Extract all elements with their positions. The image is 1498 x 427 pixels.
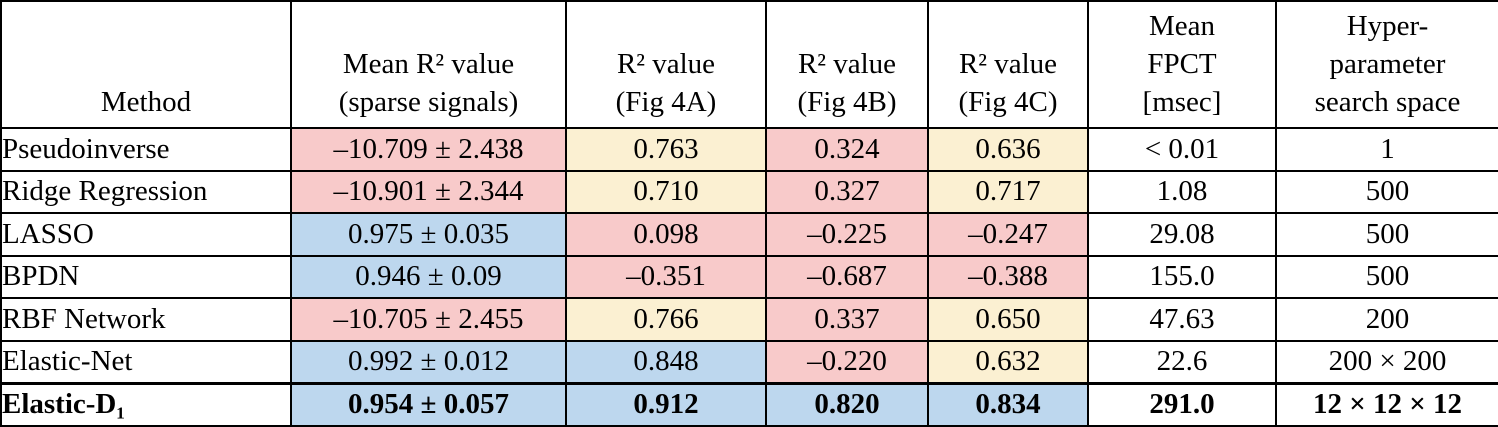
value-cell: 1.08 [1087,169,1277,215]
value-cell: –0.687 [765,254,929,300]
value-cell: 155.0 [1087,254,1277,300]
value-cell: –0.225 [765,212,929,257]
value-cell: –0.247 [927,212,1089,257]
value-cell: 0.710 [565,169,767,215]
value-cell: –0.220 [765,339,929,385]
value-cell: 200 × 200 [1275,339,1498,385]
table-row: Ridge Regression –10.901 ± 2.344 0.710 0.32… [0,169,1498,215]
value-cell: 0.954 ± 0.057 [290,381,567,427]
header-r2-fig4c: R² value (Fig 4C) [927,0,1089,129]
table-header: Method Mean R² value (sparse signals) R²… [0,0,1498,129]
table-row: Elastic-Net 0.992 ± 0.012 0.848 –0.220 0.632… [0,339,1498,385]
header-mean-fpct: Mean FPCT [msec] [1087,0,1277,129]
value-cell: 12 × 12 × 12 [1275,381,1498,427]
value-cell: 1 [1275,127,1498,172]
value-cell: 0.975 ± 0.035 [290,212,567,257]
header-row: Method Mean R² value (sparse signals) R²… [0,0,1498,129]
value-cell: 0.848 [565,339,767,385]
method-cell: RBF Network [0,297,292,342]
value-cell: 22.6 [1087,339,1277,385]
value-cell: –10.705 ± 2.455 [290,297,567,342]
header-mean-r2-sparse: Mean R² value (sparse signals) [290,0,567,129]
value-cell: 0.946 ± 0.09 [290,254,567,300]
table-row: Pseudoinverse –10.709 ± 2.438 0.763 0.324 0.… [0,127,1498,172]
value-cell: 0.632 [927,339,1089,385]
value-cell: 500 [1275,212,1498,257]
value-cell: 0.098 [565,212,767,257]
value-cell: 0.636 [927,127,1089,172]
table-row: BPDN 0.946 ± 0.09 –0.351 –0.687 –0.388 155.0 5… [0,254,1498,300]
method-cell: Pseudoinverse [0,127,292,172]
method-cell: Ridge Regression [0,169,292,215]
method-cell: Elastic-Net [0,339,292,385]
value-cell: 0.766 [565,297,767,342]
value-cell: 500 [1275,254,1498,300]
value-cell: 0.912 [565,381,767,427]
header-r2-fig4a: R² value (Fig 4A) [565,0,767,129]
header-hyperparameter-search-space: Hyper- parameter search space [1275,0,1498,129]
table-row: Elastic-D₁ 0.954 ± 0.057 0.912 0.820 0.834 29… [0,381,1498,427]
header-method: Method [0,0,292,129]
table-row: RBF Network –10.705 ± 2.455 0.766 0.337 0.65… [0,297,1498,342]
value-cell: 0.650 [927,297,1089,342]
method-cell: BPDN [0,254,292,300]
value-cell: 200 [1275,297,1498,342]
value-cell: 0.820 [765,381,929,427]
value-cell: 0.324 [765,127,929,172]
value-cell: 0.992 ± 0.012 [290,339,567,385]
value-cell: 47.63 [1087,297,1277,342]
value-cell: –0.351 [565,254,767,300]
value-cell: 0.337 [765,297,929,342]
value-cell: –10.901 ± 2.344 [290,169,567,215]
value-cell: 500 [1275,169,1498,215]
value-cell: 29.08 [1087,212,1277,257]
table-body: Pseudoinverse –10.709 ± 2.438 0.763 0.324 0.… [0,127,1498,427]
value-cell: 0.717 [927,169,1089,215]
value-cell: 0.327 [765,169,929,215]
value-cell: –10.709 ± 2.438 [290,127,567,172]
header-r2-fig4b: R² value (Fig 4B) [765,0,929,129]
value-cell: 0.763 [565,127,767,172]
value-cell: 0.834 [927,381,1089,427]
method-cell: LASSO [0,212,292,257]
value-cell: –0.388 [927,254,1089,300]
method-cell: Elastic-D₁ [0,381,292,427]
value-cell: < 0.01 [1087,127,1277,172]
table-row: LASSO 0.975 ± 0.035 0.098 –0.225 –0.247 29.08… [0,212,1498,257]
value-cell: 291.0 [1087,381,1277,427]
